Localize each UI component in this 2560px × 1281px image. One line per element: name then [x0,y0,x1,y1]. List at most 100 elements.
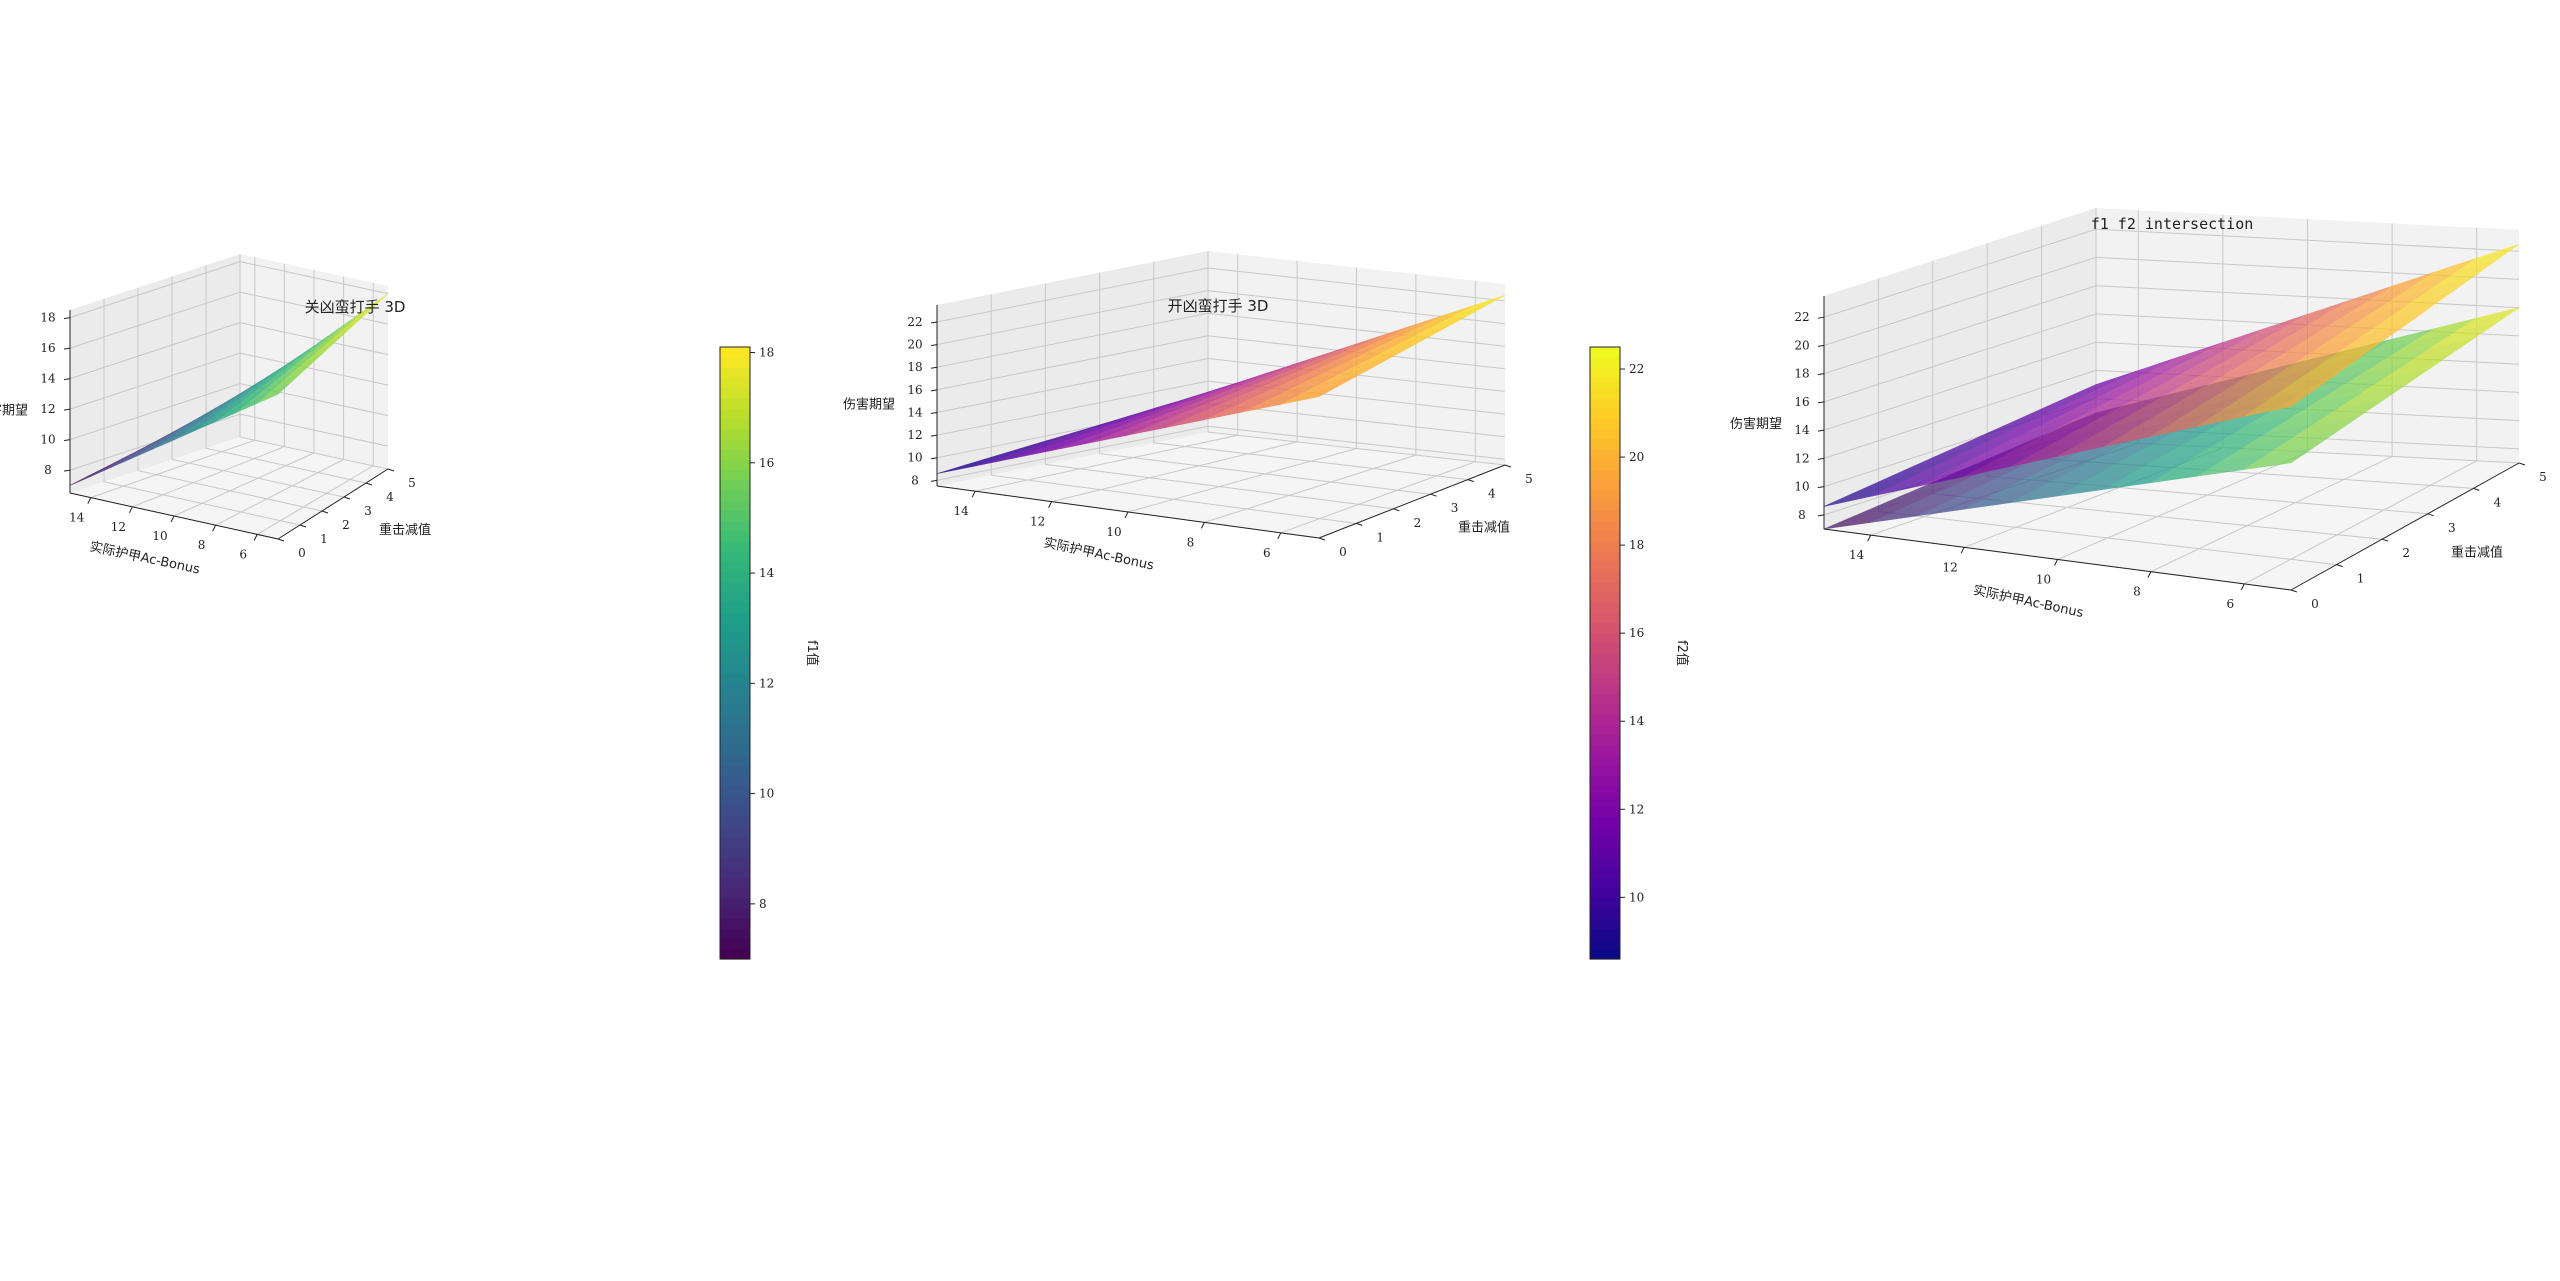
y-axis-label: 重击减值 [1458,520,1510,536]
colorbar-step [1590,367,1620,379]
colorbar-step [720,632,750,644]
colorbar-step [720,663,750,674]
z-tick-mark [63,439,71,442]
x-tick-label: 6 [1263,546,1271,560]
colorbar-step [720,551,750,562]
colorbar-step [1590,846,1620,858]
x-tick-mark [1200,522,1205,529]
x-tick-mark [1277,532,1282,540]
colorbar-tick-label: 16 [1629,626,1644,640]
colorbar-step [1590,459,1620,470]
colorbar-step [720,938,750,950]
y-tick-mark [2336,564,2343,568]
y-tick-label: 3 [364,504,372,518]
y-axis-line [2290,462,2520,591]
z-tick-label: 20 [1794,338,1809,352]
z-tick-label: 12 [40,402,55,416]
z-tick-label: 14 [40,372,56,386]
colorbar-step [1590,897,1620,909]
x-axis-label: 实际护甲Ac-Bonus [1972,583,2085,621]
x-axis-line [936,485,1320,539]
colorbar-step [720,785,750,797]
colorbar-step [720,561,750,572]
y-tick-mark [2427,513,2434,517]
z-tick-label: 8 [44,463,52,477]
z-axis-label: 伤害期望 [843,397,895,413]
y-tick-label: 1 [2357,572,2365,586]
y-tick-mark [2290,589,2298,593]
colorbar-step [720,744,750,756]
colorbar-tick-label: 18 [759,346,774,360]
colorbar-step [720,581,750,593]
y-tick-mark [299,524,307,528]
x-tick-label: 14 [69,511,85,525]
y-tick-mark [365,482,373,486]
x-tick-mark [253,534,258,541]
colorbar-step [1590,938,1620,950]
x-tick-mark [1048,501,1053,508]
y-axis-label: 重击减值 [379,522,431,538]
y-tick-mark [321,510,329,514]
x-tick-label: 14 [1849,548,1865,562]
colorbar-step [1590,418,1620,430]
z-tick-label: 16 [1794,395,1809,409]
colorbar-step [720,887,750,899]
colorbar-step [720,489,750,501]
z-tick-mark [930,389,938,392]
grid-line [936,267,1506,323]
z-tick-label: 10 [1794,480,1809,494]
colorbar-step [720,367,750,379]
colorbar-tick-label: 14 [1629,714,1645,728]
colorbar-tick-label: 12 [759,676,774,690]
colorbar-step [720,795,750,807]
z-tick-mark [930,321,938,324]
colorbar-step [1590,398,1620,409]
x-tick-mark [1867,534,1872,542]
y-tick-label: 3 [2448,521,2456,535]
colorbar-step [1590,591,1620,603]
surface-cell [2244,389,2314,417]
chart-title: 关凶蛮打手 3D [305,298,406,316]
y-tick-label: 0 [298,546,306,560]
z-tick-mark [930,344,938,347]
grid-line [936,335,1506,391]
y-tick-mark [2473,487,2480,491]
colorbar-step [1590,908,1620,919]
z-tick-label: 22 [1794,310,1809,324]
y-tick-mark [1393,508,1400,512]
colorbar-step [720,449,750,460]
colorbar-step [720,500,750,511]
colorbar-step [720,398,750,409]
grid-line [69,291,389,349]
y-tick-mark [1318,537,1326,541]
colorbar-step [720,948,750,960]
colorbar-tick-label: 16 [759,456,774,470]
x-tick-label: 8 [2133,585,2141,599]
z-tick-mark [930,411,938,414]
colorbar-step [720,806,750,817]
colorbar-step [720,387,750,399]
z-tick-mark [63,408,71,411]
z-tick-label: 8 [1798,508,1806,522]
colorbar-step [1590,479,1620,491]
colorbar-step [720,683,750,695]
colorbar-step [720,479,750,491]
z-tick-label: 18 [907,360,922,374]
colorbar-step [1590,806,1620,817]
colorbar-step [720,673,750,685]
z-tick-mark [63,317,71,320]
z-tick-label: 14 [907,405,923,419]
grid-line [1099,272,1431,495]
colorbar-step [720,857,750,868]
y-tick-label: 5 [2539,470,2547,484]
y-tick-label: 5 [408,476,416,490]
colorbar-step [1590,765,1620,776]
colorbar-step [1590,622,1620,634]
chart-title: 开凶蛮打手 3D [1168,297,1269,315]
colorbar-step [1590,887,1620,899]
colorbar-step [1590,408,1620,419]
z-tick-mark [1817,486,1825,489]
x-tick-mark [1960,547,1965,554]
colorbar-step [1590,704,1620,715]
